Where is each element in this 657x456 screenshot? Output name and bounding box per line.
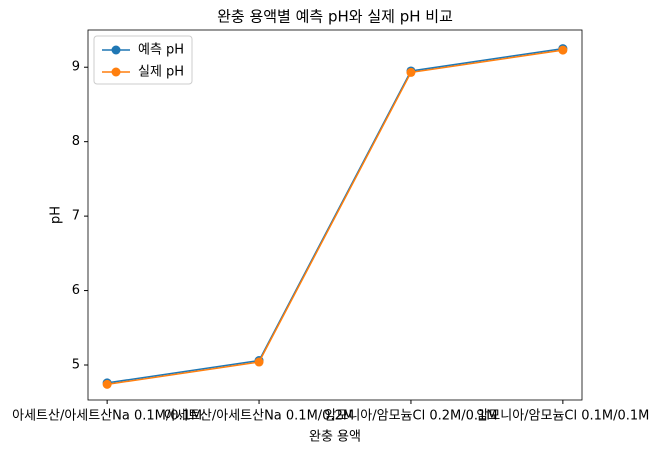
y-axis-label: pH xyxy=(49,206,64,224)
y-tick-label: 6 xyxy=(72,283,80,298)
y-tick-label: 7 xyxy=(72,209,80,224)
y-tick-label: 5 xyxy=(72,358,80,373)
legend-label: 예측 pH xyxy=(138,43,184,58)
y-tick-label: 8 xyxy=(72,134,80,149)
point xyxy=(406,67,416,77)
point xyxy=(102,379,112,389)
legend-marker xyxy=(111,67,121,77)
y-tick-label: 9 xyxy=(72,60,80,75)
series-line xyxy=(107,49,563,386)
chart-title: 완충 용액별 예측 pH와 실제 pH 비교 xyxy=(217,8,453,26)
x-tick-label: 아세트산/아세트산Na 0.1M/0.2M xyxy=(164,409,354,424)
x-tick-label: 아세트산/아세트산Na 0.1M/0.1M xyxy=(12,409,202,424)
legend-label: 실제 pH xyxy=(138,65,184,80)
x-tick-label: 암모니아/암모늄Cl 0.2M/0.1M xyxy=(324,409,497,424)
point xyxy=(558,45,568,55)
x-axis-label: 완충 용액 xyxy=(309,430,361,445)
x-tick-label: 암모니아/암모늄Cl 0.1M/0.1M xyxy=(476,409,649,424)
point xyxy=(254,357,264,367)
plot-frame xyxy=(87,29,583,401)
legend-marker xyxy=(111,45,121,55)
